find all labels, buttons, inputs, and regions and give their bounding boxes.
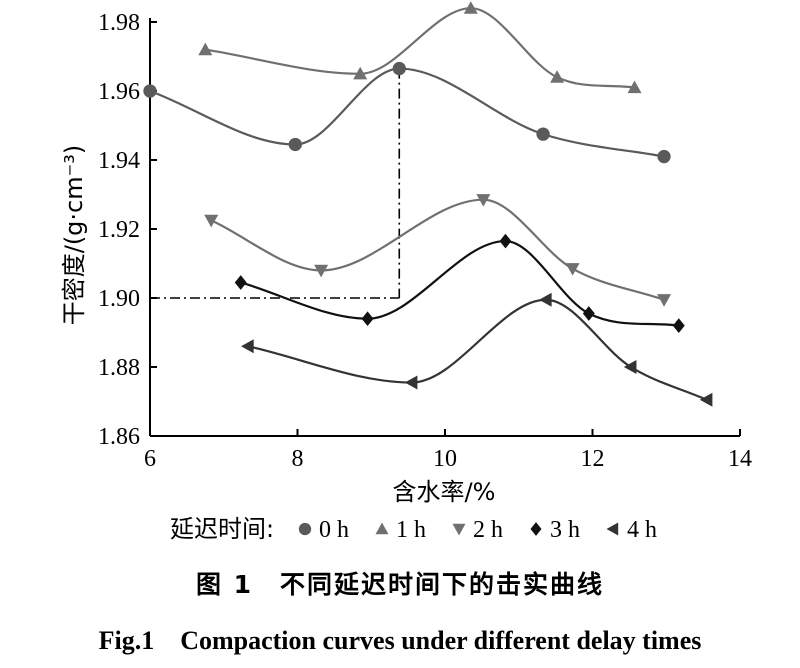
data-point-s2-0 <box>204 214 219 228</box>
data-point-s4-2 <box>539 292 552 307</box>
markers <box>143 1 713 407</box>
legend-item-3: 3 h <box>550 517 580 543</box>
legend-item-2: 2 h <box>473 517 503 543</box>
x-tick-label: 14 <box>728 446 752 472</box>
y-tick-label: 1.86 <box>98 424 140 450</box>
axes: 1.86 1.88 1.90 1.92 1.94 1.96 1.98 6 8 10 12 14 <box>98 10 752 472</box>
y-tick-label: 1.92 <box>98 217 140 243</box>
legend-item-0: 0 h <box>319 517 349 543</box>
data-point-s3-4 <box>672 318 685 333</box>
legend-marker-3 <box>530 522 542 536</box>
y-axis-label: 干密度/(g·cm⁻³) <box>60 145 88 326</box>
data-point-s0-4 <box>657 149 671 164</box>
data-point-s3-1 <box>361 311 374 327</box>
x-axis-label: 含水率/% <box>393 478 496 506</box>
y-tick-label: 1.98 <box>98 10 140 36</box>
y-tick-label: 1.90 <box>98 286 140 312</box>
legend: 延迟时间: 0 h 1 h 2 h 3 h 4 h <box>170 515 657 543</box>
x-tick-label: 12 <box>581 446 605 472</box>
legend-title: 延迟时间: <box>170 515 274 543</box>
curves <box>149 7 708 401</box>
data-point-s2-1 <box>314 264 329 278</box>
data-point-s1-0 <box>198 42 213 56</box>
data-point-s0-3 <box>536 127 550 141</box>
data-point-s4-4 <box>699 392 713 407</box>
data-point-s0-2 <box>392 61 406 76</box>
series-line-3 <box>240 239 679 327</box>
data-point-s2-3 <box>565 263 580 276</box>
series-line-0 <box>149 67 665 158</box>
compaction-chart: 1.86 1.88 1.90 1.92 1.94 1.96 1.98 6 8 10 12 14 含水率… <box>60 1 752 543</box>
data-point-s1-2 <box>463 1 478 14</box>
figure-caption-cn: 图 1 不同延迟时间下的击实曲线 <box>195 570 605 599</box>
dash-dot-guide <box>150 68 401 299</box>
y-tick-label: 1.88 <box>98 355 140 381</box>
series-line-1 <box>205 7 635 89</box>
figure-caption-en: Fig.1 Compaction curves under different … <box>98 626 702 655</box>
x-tick-label: 10 <box>433 446 457 472</box>
data-point-s1-1 <box>353 66 368 80</box>
legend-marker-0 <box>298 522 312 536</box>
y-tick-label: 1.94 <box>98 148 140 174</box>
data-point-s3-0 <box>234 275 247 290</box>
data-point-s3-2 <box>499 233 512 249</box>
legend-marker-2 <box>452 523 466 536</box>
x-tick-label: 8 <box>292 446 304 472</box>
legend-marker-1 <box>375 522 389 535</box>
data-point-s0-0 <box>143 84 157 98</box>
data-point-s4-1 <box>404 375 418 390</box>
data-point-s2-4 <box>657 294 672 307</box>
legend-marker-4 <box>606 522 619 536</box>
y-tick-label: 1.96 <box>98 79 140 105</box>
series-line-4 <box>247 298 708 401</box>
data-point-s0-1 <box>288 137 302 152</box>
data-point-s2-2 <box>476 194 491 207</box>
data-point-s3-3 <box>582 306 595 321</box>
legend-item-1: 1 h <box>396 517 426 543</box>
data-point-s1-3 <box>550 70 565 83</box>
data-point-s4-0 <box>241 339 254 354</box>
legend-item-4: 4 h <box>627 517 657 543</box>
data-point-s4-3 <box>623 360 637 374</box>
x-tick-label: 6 <box>144 446 156 472</box>
series-line-2 <box>210 198 665 301</box>
data-point-s1-4 <box>627 80 642 94</box>
